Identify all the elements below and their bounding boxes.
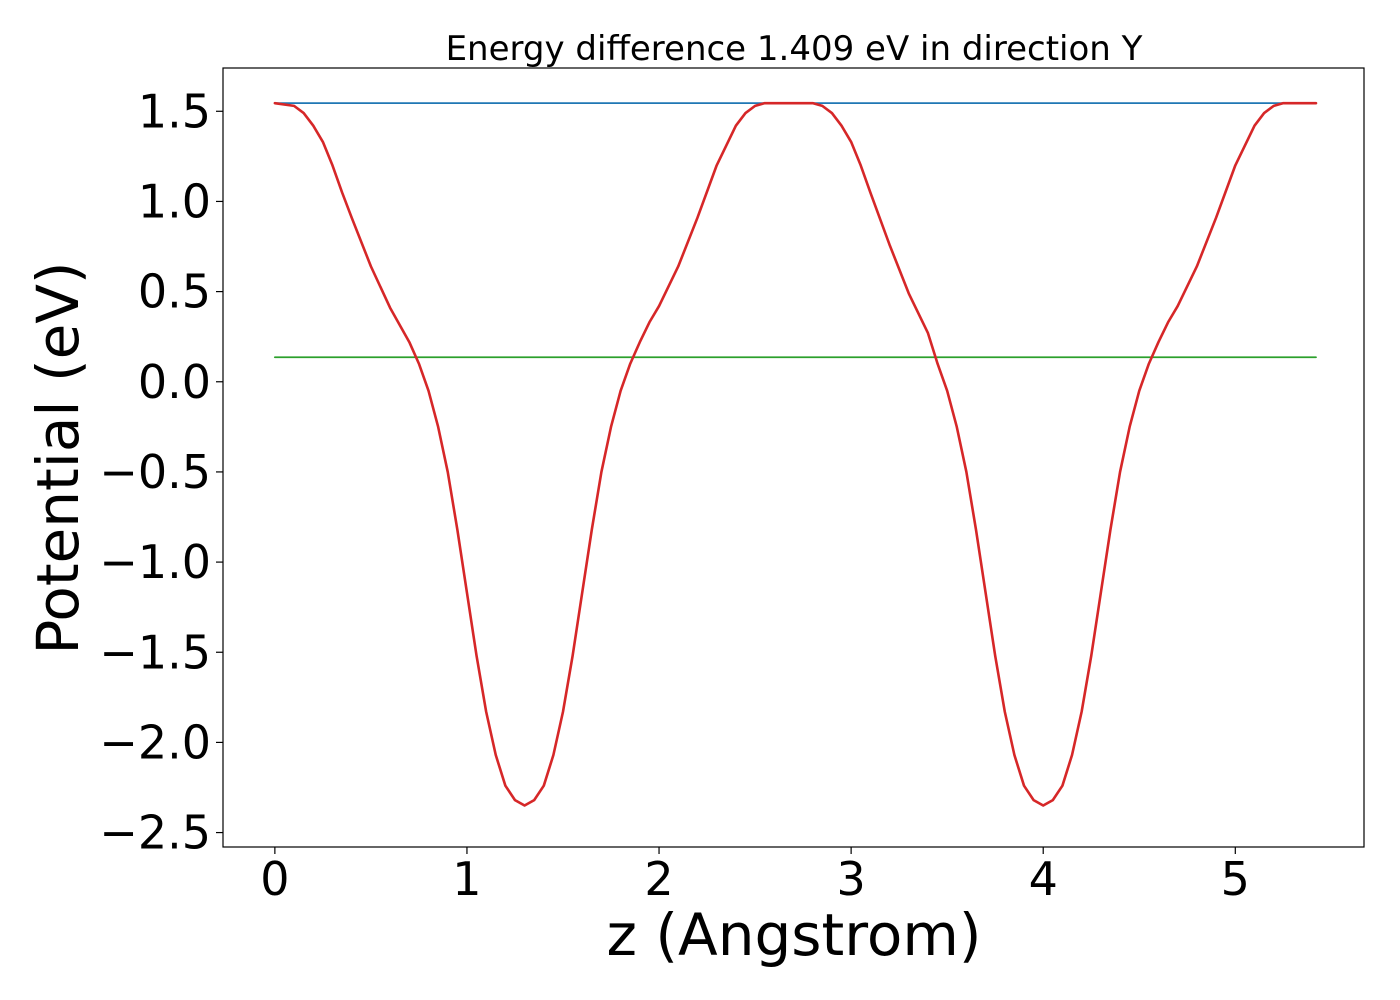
x-tick-label: 4 xyxy=(1029,852,1058,906)
x-tick-label: 2 xyxy=(644,852,673,906)
y-tick-label: −1.0 xyxy=(99,535,211,589)
x-tick-label: 5 xyxy=(1221,852,1250,906)
x-tick-label: 0 xyxy=(260,852,289,906)
x-axis-ticks: 0 1 2 3 4 5 xyxy=(260,847,1250,906)
plot-series xyxy=(273,101,1318,807)
y-tick-label: 1.0 xyxy=(138,174,211,228)
potential-curve xyxy=(273,101,1318,807)
y-tick-label: 1.5 xyxy=(138,84,211,138)
x-axis-label: z (Angstrom) xyxy=(607,901,982,969)
plot-area-frame xyxy=(222,67,1365,848)
y-axis-ticks: 1.5 1.0 0.5 0.0 −0.5 −1.0 −1.5 −2.0 −2.5 xyxy=(99,84,223,860)
y-tick-label: −0.5 xyxy=(99,445,211,499)
y-tick-label: −2.5 xyxy=(99,806,211,860)
chart-title: Energy difference 1.409 eV in direction … xyxy=(446,29,1143,69)
y-axis-label: Potential (eV) xyxy=(24,261,92,654)
x-tick-label: 3 xyxy=(836,852,865,906)
x-tick-label: 1 xyxy=(452,852,481,906)
y-tick-label: −1.5 xyxy=(99,625,211,679)
y-tick-label: 0.5 xyxy=(138,265,211,319)
y-tick-label: −2.0 xyxy=(99,715,211,769)
y-tick-label: 0.0 xyxy=(138,355,211,409)
